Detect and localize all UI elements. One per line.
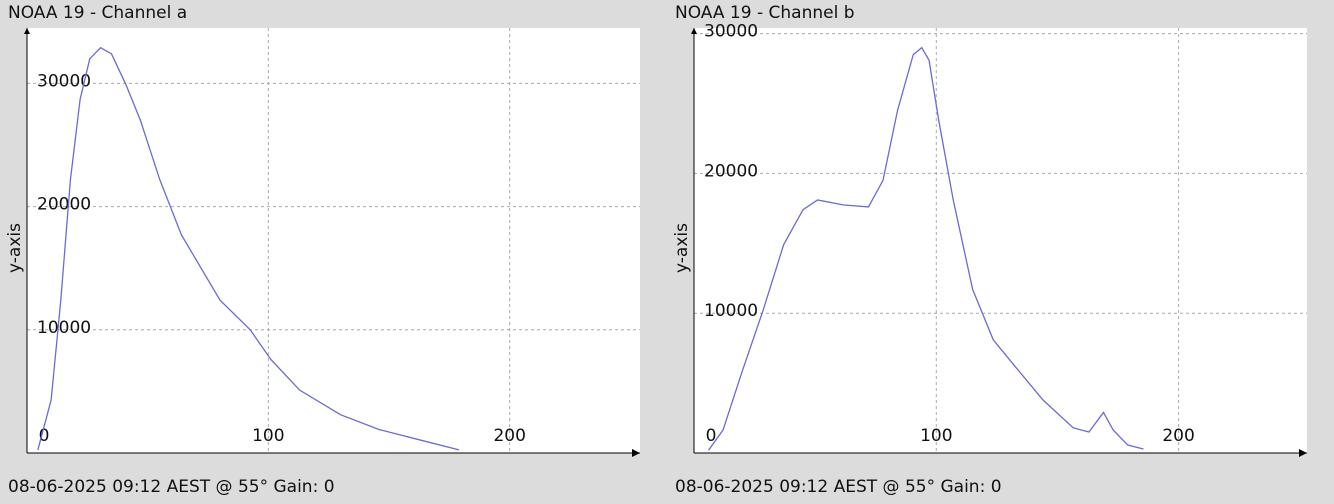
y-tick-label: 10000 (37, 318, 91, 338)
chart-title: NOAA 19 - Channel b (675, 3, 855, 23)
plot-area (694, 28, 1307, 453)
x-tick-label: 100 (252, 426, 284, 446)
y-axis-arrow (691, 28, 697, 34)
plot-area (27, 28, 640, 453)
footer: 08-06-2025 09:12 AEST @ 55° Gain: 0 (675, 477, 1002, 497)
y-axis-label: y-axis (672, 223, 692, 273)
y-tick-label: 20000 (37, 195, 91, 215)
y-tick-label: 10000 (704, 301, 758, 321)
x-tick-label: 0 (39, 426, 50, 446)
y-tick-label: 30000 (704, 22, 758, 42)
y-tick-label: 20000 (704, 161, 758, 181)
data-line (708, 46, 1144, 451)
y-axis-label: y-axis (5, 223, 25, 273)
y-tick-label: 30000 (37, 71, 91, 91)
x-tick-label: 100 (920, 426, 952, 446)
y-axis-arrow (24, 28, 30, 34)
x-tick-label: 200 (1162, 426, 1194, 446)
footer: 08-06-2025 09:12 AEST @ 55° Gain: 0 (8, 477, 335, 497)
x-tick-label: 200 (493, 426, 525, 446)
x-tick-label: 0 (706, 426, 717, 446)
data-line (37, 46, 460, 451)
x-axis-arrow (1299, 449, 1307, 457)
x-axis-arrow (632, 449, 640, 457)
chart-title: NOAA 19 - Channel a (8, 3, 187, 23)
